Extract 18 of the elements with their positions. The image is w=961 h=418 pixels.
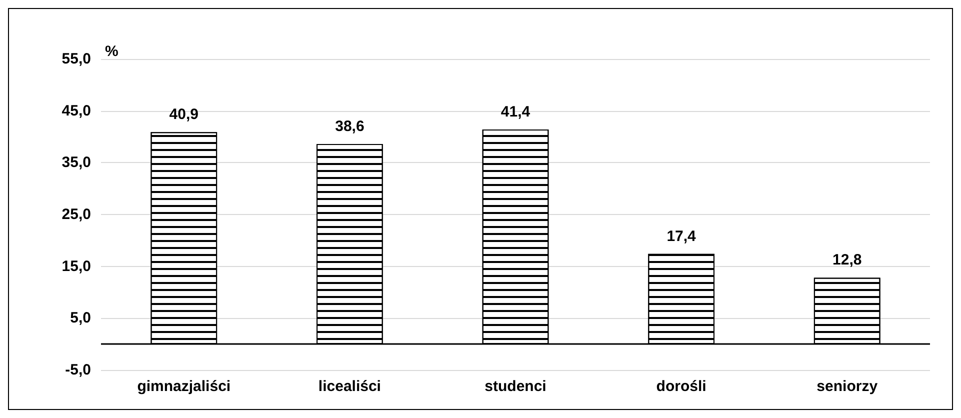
x-tick-label: licealiści [318,378,381,395]
x-tick-label: gimnazjaliści [137,378,231,395]
y-axis-title: % [105,43,118,60]
y-tick-label: 35,0 [62,154,91,172]
y-tick-label: 15,0 [62,258,91,275]
data-label: 12,8 [832,252,862,269]
x-tick-label: studenci [484,378,546,395]
y-tick-label: 45,0 [62,102,91,120]
y-tick-label: 25,0 [62,206,91,223]
y-tick-label: 5,0 [70,310,91,327]
data-label: 41,4 [500,103,531,120]
y-tick-label: -5,0 [65,362,91,378]
x-tick-label: dorośli [656,378,706,395]
x-tick-label: seniorzy [816,378,878,395]
y-tick-label: 55,0 [62,50,91,68]
data-label: 17,4 [666,228,697,245]
data-label: 40,9 [169,106,198,124]
data-label: 38,6 [335,118,364,136]
